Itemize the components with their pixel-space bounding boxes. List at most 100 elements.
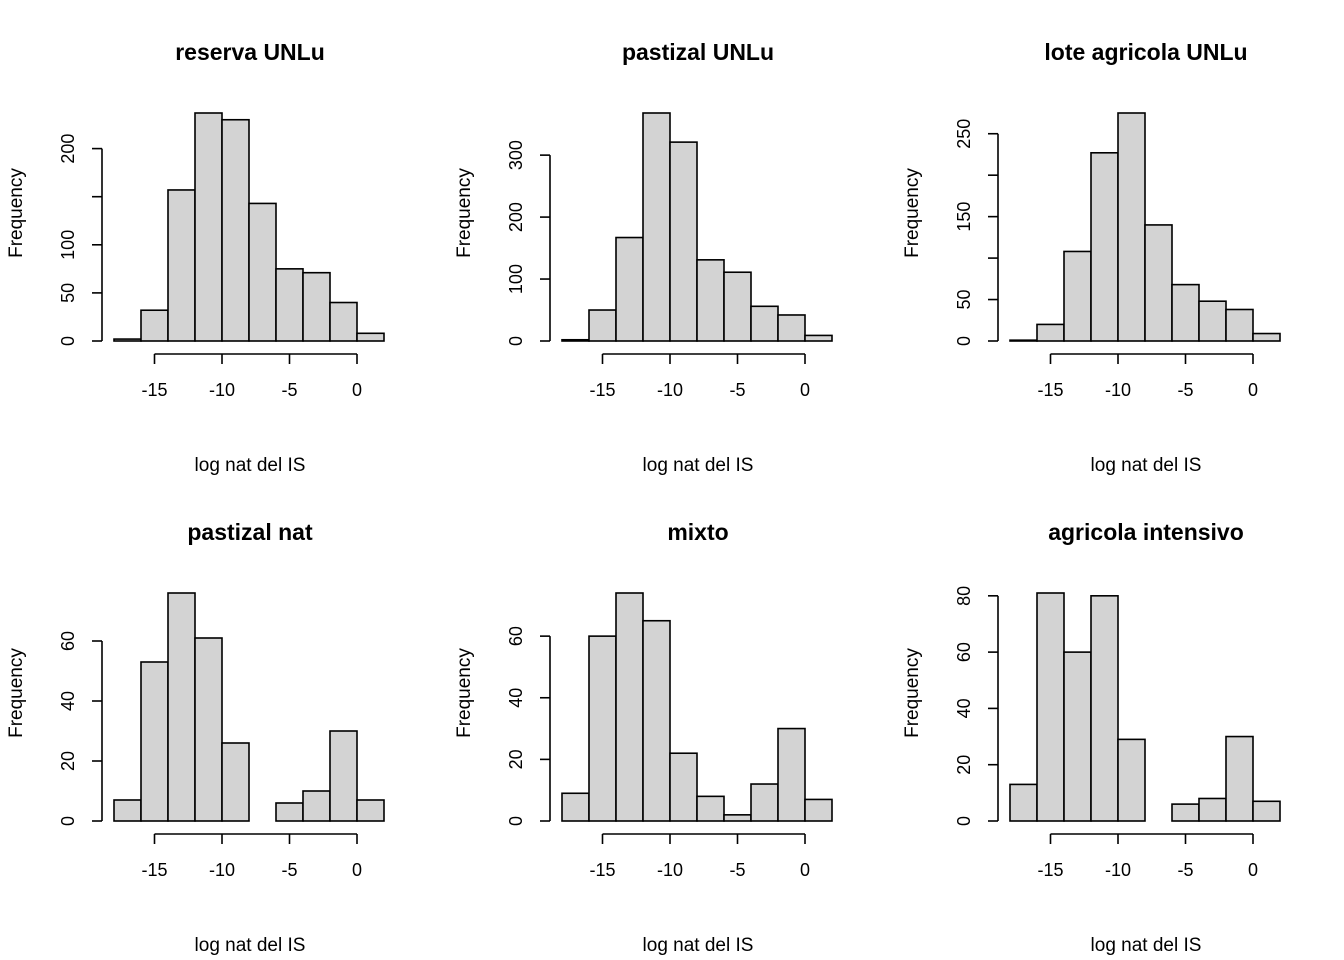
x-tick-label: -15 [1037, 380, 1063, 400]
histogram-bar [723, 271, 752, 342]
histogram-bar [1144, 224, 1173, 342]
histogram-bar [302, 790, 331, 822]
y-tick-label: 0 [58, 336, 78, 346]
histogram-bar [167, 189, 196, 342]
x-tick-label: -10 [209, 860, 235, 880]
x-tick-label: -5 [729, 380, 745, 400]
histogram-bar [1090, 595, 1119, 822]
histogram-bar [113, 799, 142, 822]
histogram-bar [561, 338, 590, 342]
histogram-bar [113, 338, 142, 342]
x-tick-label: 0 [352, 380, 362, 400]
x-axis-label: log nat del IS [195, 935, 306, 956]
histogram-bar [615, 236, 644, 342]
histogram-bar [167, 592, 196, 822]
histogram-bar [221, 742, 250, 822]
histogram-bar [588, 635, 617, 822]
x-tick-label: -5 [281, 860, 297, 880]
histogram-bar [329, 301, 358, 342]
histogram-bar [1171, 283, 1200, 342]
histogram-bar [1009, 783, 1038, 822]
y-axis-label: Frequency [902, 168, 923, 258]
histogram-bar [777, 727, 806, 822]
histogram-bar [194, 112, 223, 342]
x-tick-label: 0 [800, 380, 810, 400]
histogram-bar [1063, 250, 1092, 342]
x-axis-label: log nat del IS [1091, 935, 1202, 956]
histogram-bar [642, 619, 671, 822]
histogram-bar [750, 783, 779, 822]
histogram-bar [642, 112, 671, 342]
x-axis-label: log nat del IS [643, 455, 754, 476]
y-tick-label: 50 [58, 283, 78, 303]
histogram-bar [561, 792, 590, 822]
histogram-bar [804, 334, 833, 342]
y-tick-label: 20 [954, 755, 974, 775]
x-tick-label: -5 [729, 860, 745, 880]
histogram-bar [1171, 803, 1200, 822]
histogram-bar [1252, 800, 1281, 822]
histogram-bar [140, 309, 169, 342]
y-tick-label: 0 [506, 816, 526, 826]
histogram-panel-4: -15 -10 -5 0 0 20 40 60 pastizal nat log nat del … [6, 519, 385, 956]
histogram-panel-5: -15 -10 -5 0 0 20 40 60 mixto log nat del IS Frequ… [454, 519, 833, 956]
y-axis-label: Frequency [902, 648, 923, 738]
x-axis-label: log nat del IS [1091, 455, 1202, 476]
chart-title: reserva UNLu [175, 39, 325, 65]
histogram-bar [1036, 323, 1065, 342]
y-axis-label: Frequency [454, 648, 475, 738]
histogram-bar [221, 118, 250, 342]
histogram-bar [1252, 332, 1281, 342]
x-tick-label: 0 [352, 860, 362, 880]
histogram-bar [275, 802, 304, 822]
y-tick-label: 300 [506, 140, 526, 170]
histogram-bar [669, 752, 698, 822]
histogram-bar [1117, 112, 1146, 342]
y-tick-label: 20 [506, 749, 526, 769]
y-axis-label: Frequency [6, 168, 27, 258]
chart-title: pastizal UNLu [622, 39, 774, 65]
x-tick-label: -5 [1177, 380, 1193, 400]
histogram-bar [140, 661, 169, 822]
histogram-bar [1009, 339, 1038, 342]
y-axis-label: Frequency [454, 168, 475, 258]
y-tick-label: 60 [58, 631, 78, 651]
histogram-bar [356, 799, 385, 822]
x-axis-label: log nat del IS [643, 935, 754, 956]
y-tick-label: 100 [58, 230, 78, 260]
x-tick-label: -10 [1105, 860, 1131, 880]
histogram-bar [588, 309, 617, 342]
x-tick-label: 0 [1248, 860, 1258, 880]
histogram-bar [356, 332, 385, 342]
y-tick-label: 20 [58, 751, 78, 771]
y-tick-label: 250 [954, 119, 974, 149]
y-tick-label: 40 [58, 691, 78, 711]
y-tick-label: 150 [954, 202, 974, 232]
histogram-bar [750, 305, 779, 342]
x-tick-label: 0 [1248, 380, 1258, 400]
histogram-bar [777, 314, 806, 342]
x-tick-label: -15 [589, 380, 615, 400]
x-tick-label: -10 [657, 380, 683, 400]
histogram-bar [248, 202, 277, 342]
histogram-bar [696, 259, 725, 342]
histogram-panel-3: -15 -10 -5 0 0 50 150 250 lote agricola UNLu log … [902, 39, 1281, 476]
y-tick-label: 0 [58, 816, 78, 826]
y-axis-label: Frequency [6, 648, 27, 738]
histogram-bar [723, 814, 752, 822]
histogram-bar [696, 795, 725, 822]
histogram-bar [1198, 300, 1227, 342]
histogram-bar [1225, 308, 1254, 342]
histogram-bar [1198, 797, 1227, 822]
x-tick-label: -10 [657, 860, 683, 880]
x-tick-label: -15 [141, 860, 167, 880]
y-tick-label: 0 [506, 336, 526, 346]
y-tick-label: 40 [954, 698, 974, 718]
x-axis-label: log nat del IS [195, 455, 306, 476]
histogram-bar [1225, 735, 1254, 822]
histogram-bar [669, 141, 698, 342]
x-tick-label: -15 [141, 380, 167, 400]
x-tick-label: -10 [1105, 380, 1131, 400]
chart-title: agricola intensivo [1048, 519, 1244, 545]
